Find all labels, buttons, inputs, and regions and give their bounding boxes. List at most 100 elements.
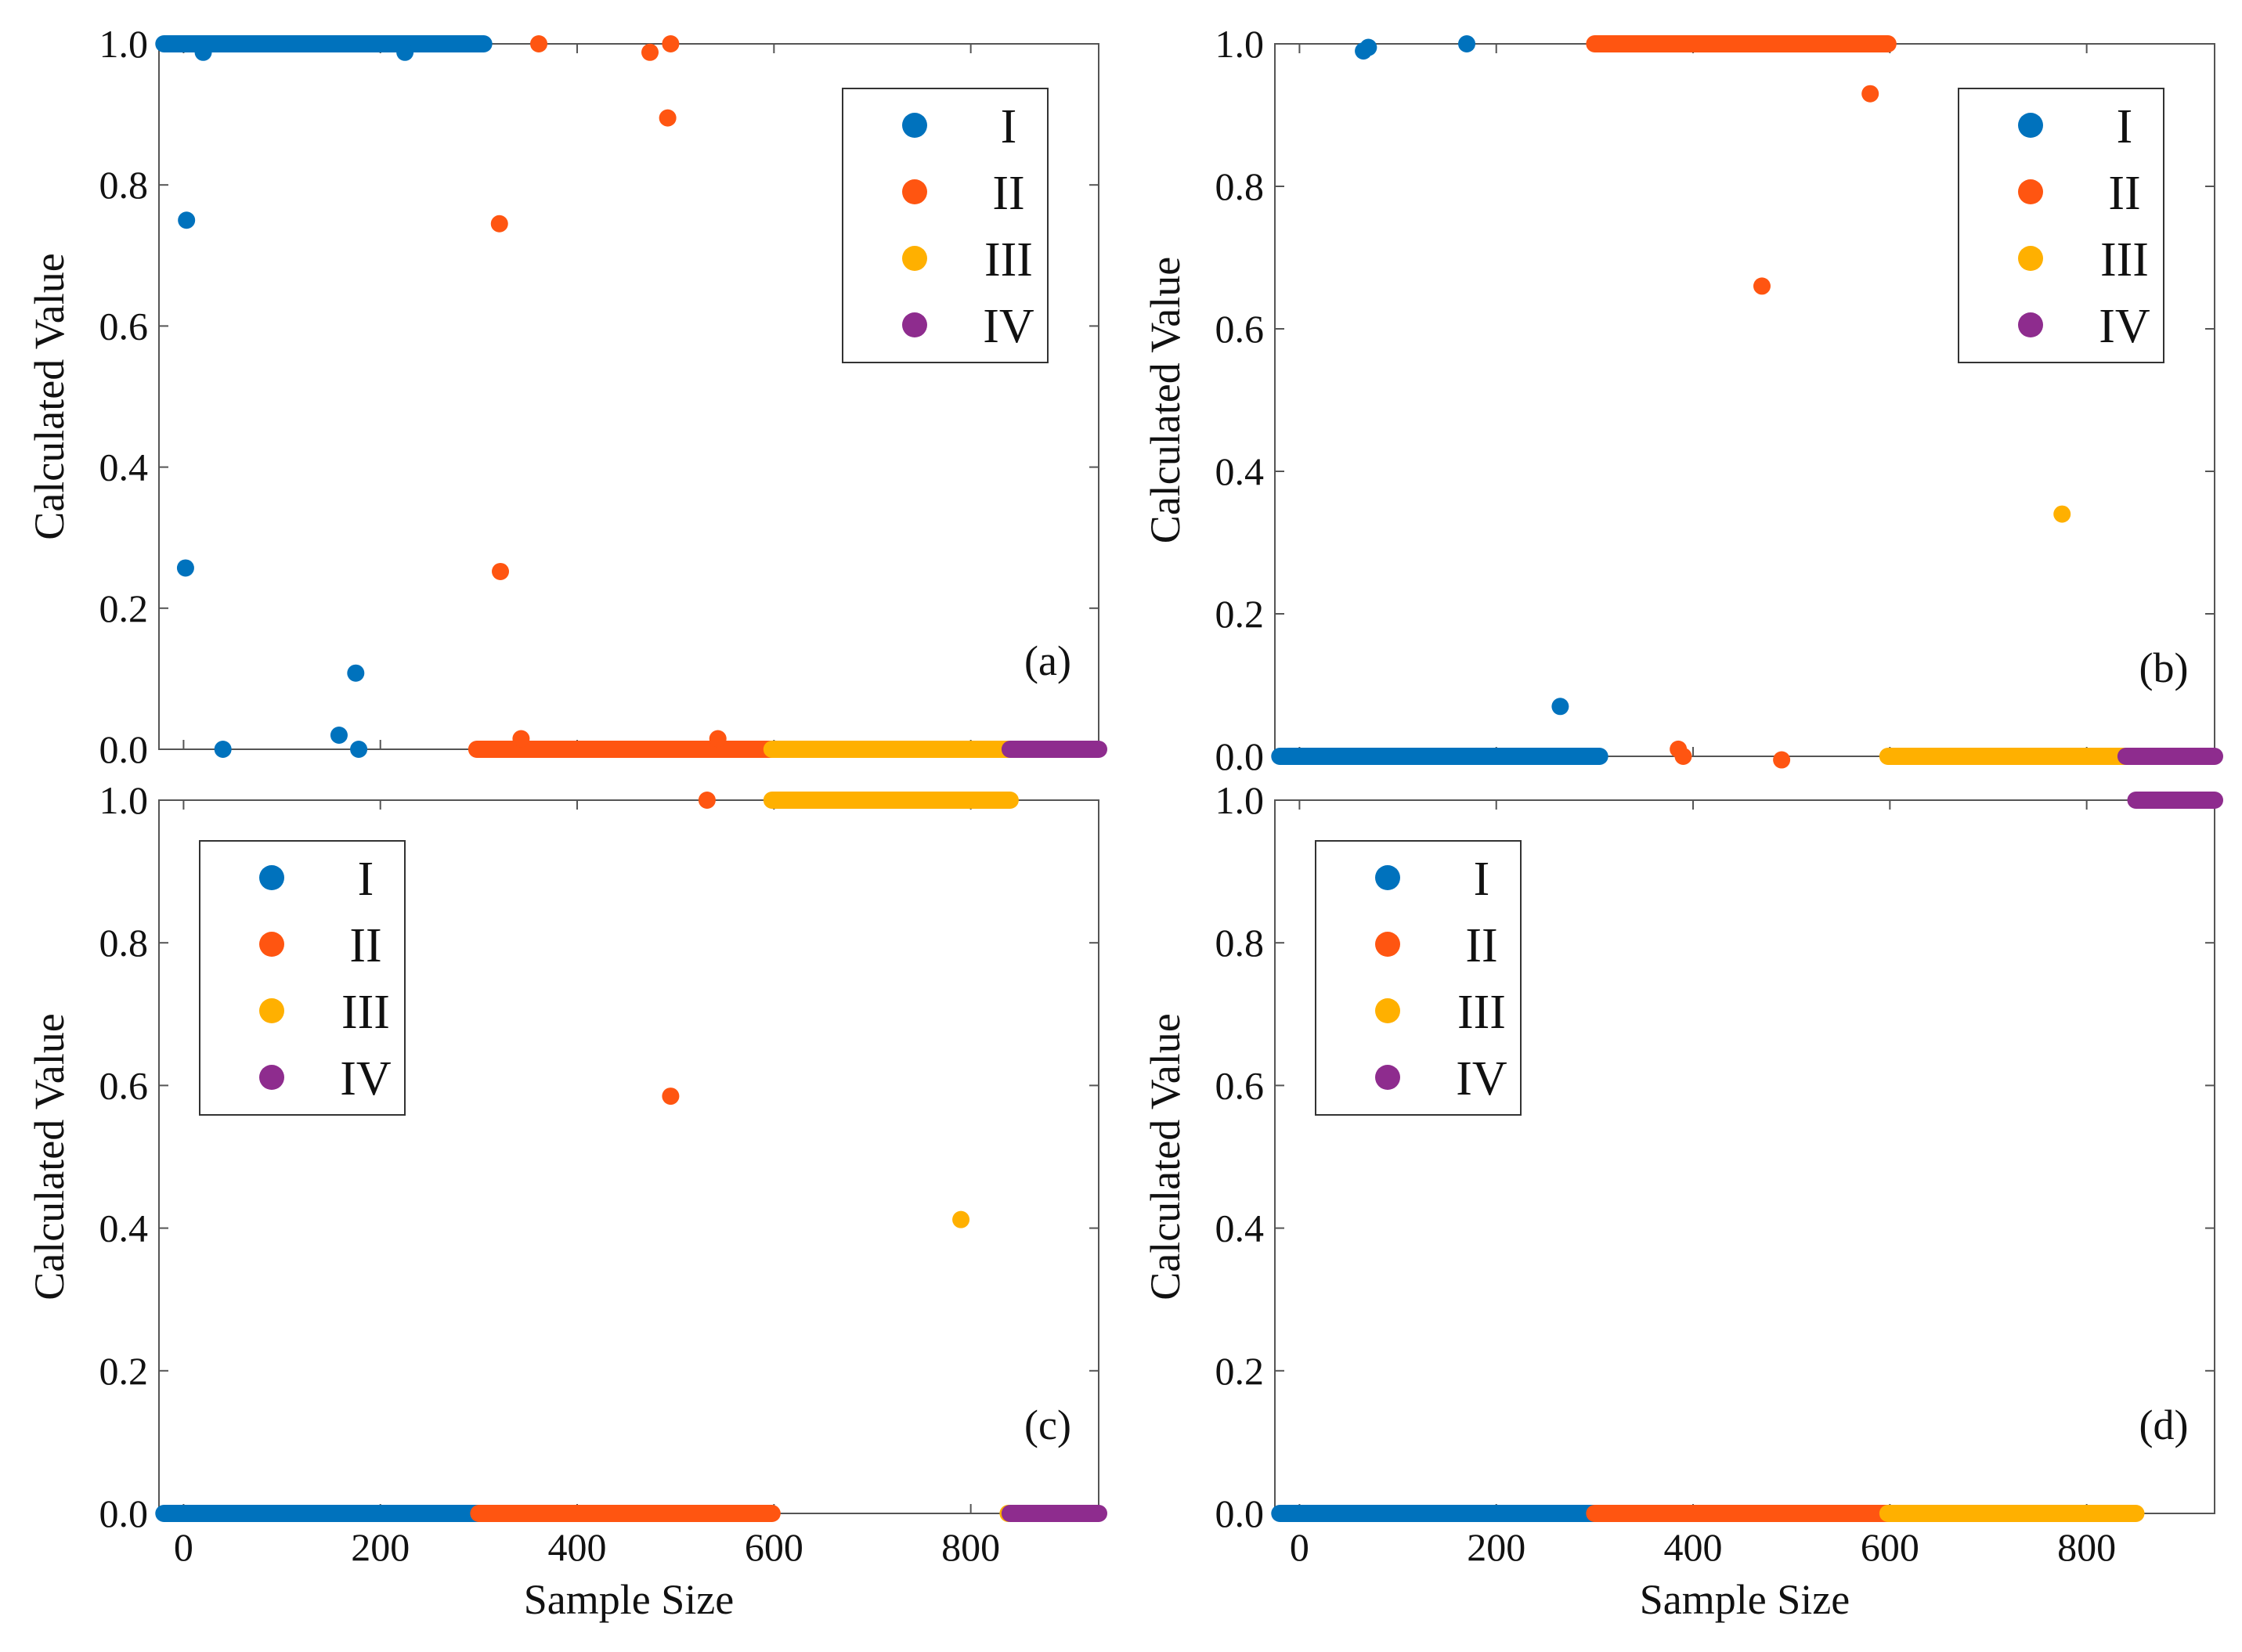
x-tick-label: 800 [2057, 1525, 2116, 1569]
data-point-II [1773, 751, 1791, 769]
data-point-I [1458, 35, 1476, 52]
data-point-II [659, 109, 677, 127]
legend-label-II: II [992, 167, 1024, 220]
legend-marker-III [259, 998, 284, 1023]
y-tick-label: 0.4 [1215, 1207, 1265, 1250]
x-tick-label: 400 [548, 1525, 607, 1569]
x-tick-label: 200 [1467, 1525, 1525, 1569]
series-I [1271, 35, 1608, 765]
legend-marker-III [902, 246, 927, 271]
data-point-III [952, 1210, 970, 1228]
panel-label: (c) [1024, 1401, 1071, 1448]
y-tick-label: 0.2 [99, 586, 149, 630]
legend-label-IV: IV [2099, 300, 2150, 353]
y-tick-label: 0.0 [1215, 1491, 1265, 1535]
series-II [468, 35, 781, 758]
legend-label-IV: IV [983, 300, 1034, 353]
data-point-II [1753, 277, 1771, 295]
y-tick-label: 0.6 [99, 1063, 149, 1107]
y-tick-label: 0.8 [99, 163, 149, 207]
data-point-I [1551, 698, 1569, 716]
data-point-III [2053, 505, 2071, 523]
legend-label-I: I [1474, 853, 1490, 906]
legend-label-IV: IV [1456, 1052, 1507, 1106]
legend-marker-IV [259, 1065, 284, 1090]
x-axis-label: Sample Size [1640, 1576, 1850, 1623]
y-tick-label: 0.6 [99, 304, 149, 348]
legend-box [1315, 840, 1522, 1116]
y-axis-label: Calculated Value [1142, 257, 1189, 543]
legend-label-II: II [2108, 167, 2140, 220]
y-tick-label: 0.8 [1215, 921, 1265, 965]
y-tick-label: 0.0 [1215, 734, 1265, 778]
data-point-II [512, 730, 530, 748]
panel-label: (d) [2139, 1401, 2189, 1448]
data-point-I [178, 211, 196, 229]
x-tick-label: 400 [1664, 1525, 1723, 1569]
legend-marker-III [1375, 998, 1400, 1023]
panel-1: 0.0 0.2 0.4 0.6 0.8 1.0 Calculated Value (a) II I… [26, 22, 1107, 771]
x-tick-label: 200 [351, 1525, 410, 1569]
y-tick-label: 0.2 [1215, 592, 1265, 636]
legend-box [842, 88, 1049, 363]
data-point-II [662, 35, 680, 52]
data-point-I [330, 726, 348, 744]
panel-3: 0.0 0.2 0.4 0.6 0.8 1.0 0 200 400 600 800 Calculate… [26, 778, 1107, 1623]
y-tick-label: 0.4 [99, 445, 149, 489]
y-tick-label: 0.8 [99, 921, 149, 965]
legend-box [199, 840, 406, 1116]
legend-label-III: III [2100, 233, 2149, 287]
series-II [470, 792, 781, 1522]
legend-marker-II [2018, 179, 2043, 204]
legend-marker-II [1375, 932, 1400, 957]
legend-marker-II [902, 179, 927, 204]
x-tick-label: 600 [1861, 1525, 1919, 1569]
y-tick-label: 1.0 [99, 22, 149, 66]
panel-label: (a) [1024, 637, 1071, 684]
panel-label: (b) [2139, 644, 2189, 691]
data-point-I [1359, 38, 1377, 56]
y-tick-label: 0.2 [1215, 1349, 1265, 1393]
legend-label-I: I [2117, 100, 2133, 153]
legend-box [1958, 88, 2164, 363]
data-point-I [396, 43, 414, 61]
y-tick-label: 1.0 [99, 778, 149, 822]
y-tick-label: 0.6 [1215, 1063, 1265, 1107]
x-tick-label: 600 [745, 1525, 803, 1569]
data-point-I [176, 559, 194, 577]
x-axis-label: Sample Size [524, 1576, 734, 1623]
y-axis-label: Calculated Value [26, 253, 73, 539]
series-I [155, 35, 493, 758]
data-point-II [641, 43, 659, 61]
legend-marker-I [259, 865, 284, 890]
legend-marker-I [2018, 113, 2043, 138]
legend-marker-IV [1375, 1065, 1400, 1090]
y-tick-label: 0.0 [99, 1491, 149, 1535]
legend-marker-II [259, 932, 284, 957]
x-tick-label: 800 [941, 1525, 1000, 1569]
data-point-I [214, 741, 232, 758]
y-axis-label: Calculated Value [26, 1013, 73, 1300]
legend-marker-IV [902, 312, 927, 337]
data-point-I [194, 43, 212, 61]
legend-label-III: III [1457, 986, 1506, 1039]
data-point-II [698, 792, 716, 809]
legend-label-I: I [358, 853, 374, 906]
panel-4: 0.0 0.2 0.4 0.6 0.8 1.0 0 200 400 600 800 Calculate… [1142, 778, 2223, 1623]
series-III [1879, 505, 2135, 765]
data-point-II [492, 562, 510, 580]
data-point-I [350, 741, 368, 758]
legend-label-IV: IV [340, 1052, 392, 1106]
y-tick-label: 0.0 [99, 727, 149, 771]
legend-label-II: II [1465, 919, 1497, 972]
legend-label-II: II [349, 919, 381, 972]
x-tick-label: 0 [1290, 1525, 1309, 1569]
data-point-II [1861, 85, 1879, 103]
